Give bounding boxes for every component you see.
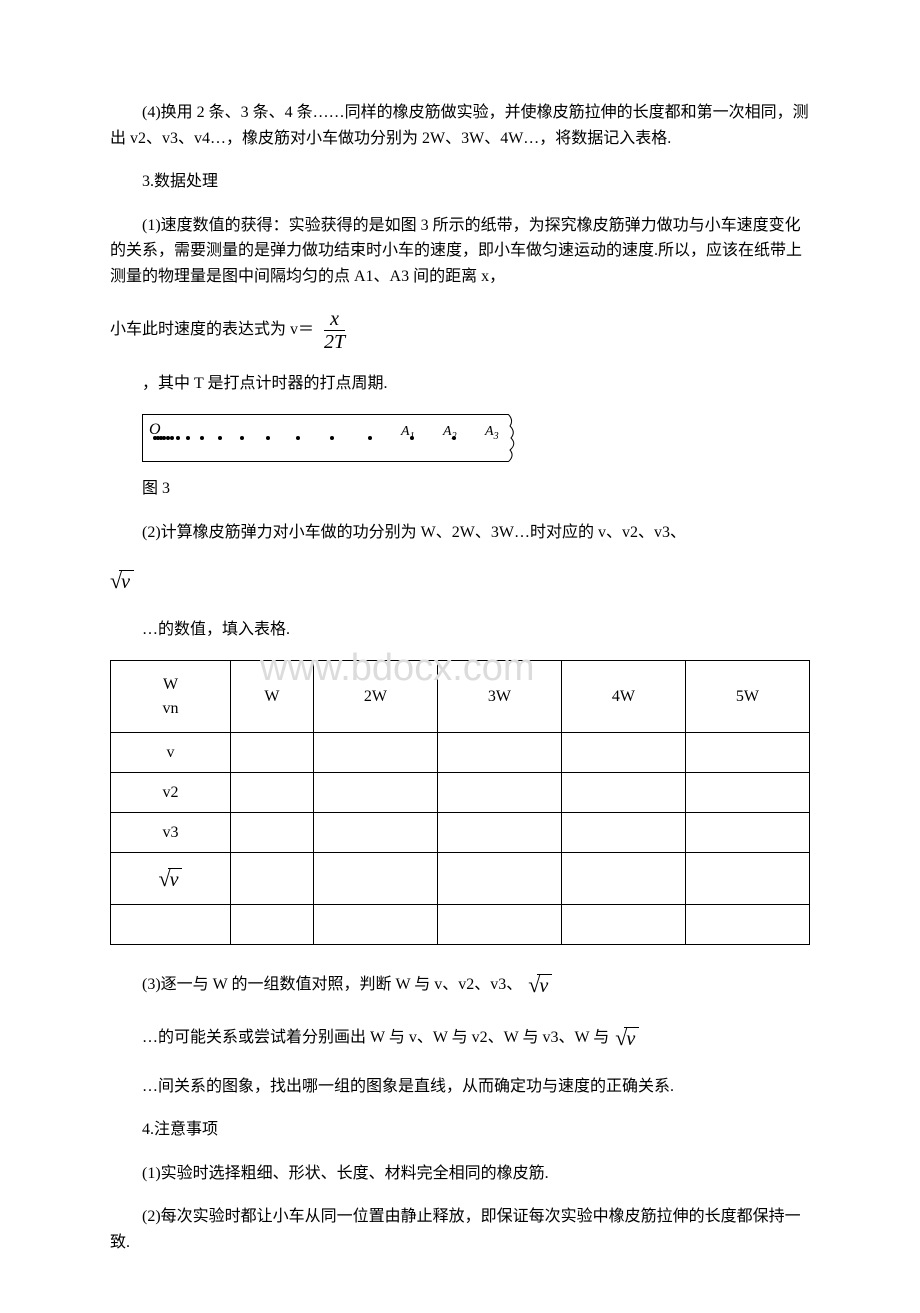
- tape-dot: [240, 436, 244, 440]
- table-row-header: v3: [111, 813, 231, 853]
- table-row: [111, 905, 810, 945]
- paragraph-relation: …的可能关系或尝试着分别画出 W 与 v、W 与 v2、W 与 v3、W 与 √…: [110, 1020, 810, 1055]
- table-cell: [231, 853, 314, 905]
- table-cell: [685, 853, 809, 905]
- calc-work-text: (2)计算橡皮筋弹力对小车做的功分别为 W、2W、3W…时对应的 v、v2、v3…: [110, 520, 686, 546]
- heading-notes: 4.注意事项: [110, 1117, 810, 1143]
- table-cell: [231, 773, 314, 813]
- tape-dot: [170, 436, 174, 440]
- table-cell: [231, 813, 314, 853]
- table-cell: [437, 853, 561, 905]
- document-body: www.bdocx.com (4)换用 2 条、3 条、4 条……同样的橡皮筋做…: [110, 100, 810, 1255]
- table-row-header: [111, 905, 231, 945]
- sqrt-v-inline-2: √v: [528, 967, 552, 1002]
- tape-dot: [218, 436, 222, 440]
- heading-data-processing: 3.数据处理: [110, 169, 810, 195]
- table-col-header: 2W: [313, 661, 437, 733]
- table-cell: [685, 813, 809, 853]
- table-cell: [685, 773, 809, 813]
- table-col-header: 3W: [437, 661, 561, 733]
- table-row: v: [111, 733, 810, 773]
- table-cell: [231, 905, 314, 945]
- tape-label-a1: A1: [401, 421, 415, 445]
- table-cell: [561, 733, 685, 773]
- table-cell: [313, 773, 437, 813]
- fraction-numerator: x: [324, 308, 345, 331]
- table-corner-cell: W vn: [111, 661, 231, 733]
- table-cell: [685, 905, 809, 945]
- tape-dot: [200, 436, 204, 440]
- paragraph-calc-work: (2)计算橡皮筋弹力对小车做的功分别为 W、2W、3W…时对应的 v、v2、v3…: [110, 520, 810, 546]
- tape-dot: [186, 436, 190, 440]
- tape-label-a3: A3: [485, 421, 499, 445]
- paragraph-note1: (1)实验时选择粗细、形状、长度、材料完全相同的橡皮筋.: [110, 1161, 810, 1187]
- tape-torn-edge-icon: [508, 414, 522, 462]
- tape-dot: [266, 436, 270, 440]
- table-cell: [561, 813, 685, 853]
- paragraph-speed-value: (1)速度数值的获得：实验获得的是如图 3 所示的纸带，为探究橡皮筋弹力做功与小…: [110, 213, 810, 290]
- table-col-header: 4W: [561, 661, 685, 733]
- table-cell: [561, 853, 685, 905]
- table-cell: [437, 813, 561, 853]
- tape-dot: [330, 436, 334, 440]
- paragraph-fill-table: …的数值，填入表格.: [110, 617, 810, 643]
- table-row-header: v: [111, 733, 231, 773]
- table-cell: [313, 733, 437, 773]
- paragraph-period: ，其中 T 是打点计时器的打点周期.: [110, 371, 810, 397]
- table-row-header: v2: [111, 773, 231, 813]
- figure-caption-3: 图 3: [142, 476, 810, 502]
- fraction-x-over-2t: x 2T: [318, 308, 351, 353]
- table-cell: [561, 905, 685, 945]
- paragraph-graph-find: …间关系的图象，找出哪一组的图象是直线，从而确定功与速度的正确关系.: [110, 1074, 810, 1100]
- table-cell: [313, 853, 437, 905]
- tape-dot: [368, 436, 372, 440]
- paragraph-note2: (2)每次实验时都让小车从同一位置由静止释放，即保证每次实验中橡皮筋拉伸的长度都…: [110, 1204, 810, 1255]
- sqrt-v-inline-3: √v: [615, 1020, 639, 1055]
- table-row-header-sqrt: √v: [111, 853, 231, 905]
- tape-dot: [176, 436, 180, 440]
- relation-text: …的可能关系或尝试着分别画出 W 与 v、W 与 v2、W 与 v3、W 与: [110, 1025, 609, 1051]
- table-cell: [313, 905, 437, 945]
- table-cell: [231, 733, 314, 773]
- paragraph-step4: (4)换用 2 条、3 条、4 条……同样的橡皮筋做实验，并使橡皮筋拉伸的长度都…: [110, 100, 810, 151]
- data-table: W vn W 2W 3W 4W 5W v v2 v3: [110, 660, 810, 945]
- table-cell: [437, 905, 561, 945]
- paragraph-compare: (3)逐一与 W 的一组数值对照，判断 W 与 v、v2、v3、 √v: [110, 967, 810, 1002]
- table-cell: [437, 773, 561, 813]
- fraction-denominator: 2T: [318, 331, 351, 353]
- table-row: v2: [111, 773, 810, 813]
- tape-figure: O A1 A2 A3: [142, 414, 522, 462]
- formula-velocity: 小车此时速度的表达式为 v＝ x 2T: [110, 308, 810, 353]
- compare-text: (3)逐一与 W 的一组数值对照，判断 W 与 v、v2、v3、: [110, 972, 522, 998]
- table-row: v3: [111, 813, 810, 853]
- table-cell: [437, 733, 561, 773]
- formula-prefix-text: 小车此时速度的表达式为 v＝: [110, 317, 314, 343]
- table-col-header: 5W: [685, 661, 809, 733]
- tape-label-a2: A2: [443, 421, 457, 445]
- sqrt-v-standalone-1: √v: [110, 563, 810, 598]
- table-cell: [561, 773, 685, 813]
- table-row: √v: [111, 853, 810, 905]
- table-header-row: W vn W 2W 3W 4W 5W: [111, 661, 810, 733]
- table-col-header: W: [231, 661, 314, 733]
- tape-dot: [296, 436, 300, 440]
- table-cell: [685, 733, 809, 773]
- table-cell: [313, 813, 437, 853]
